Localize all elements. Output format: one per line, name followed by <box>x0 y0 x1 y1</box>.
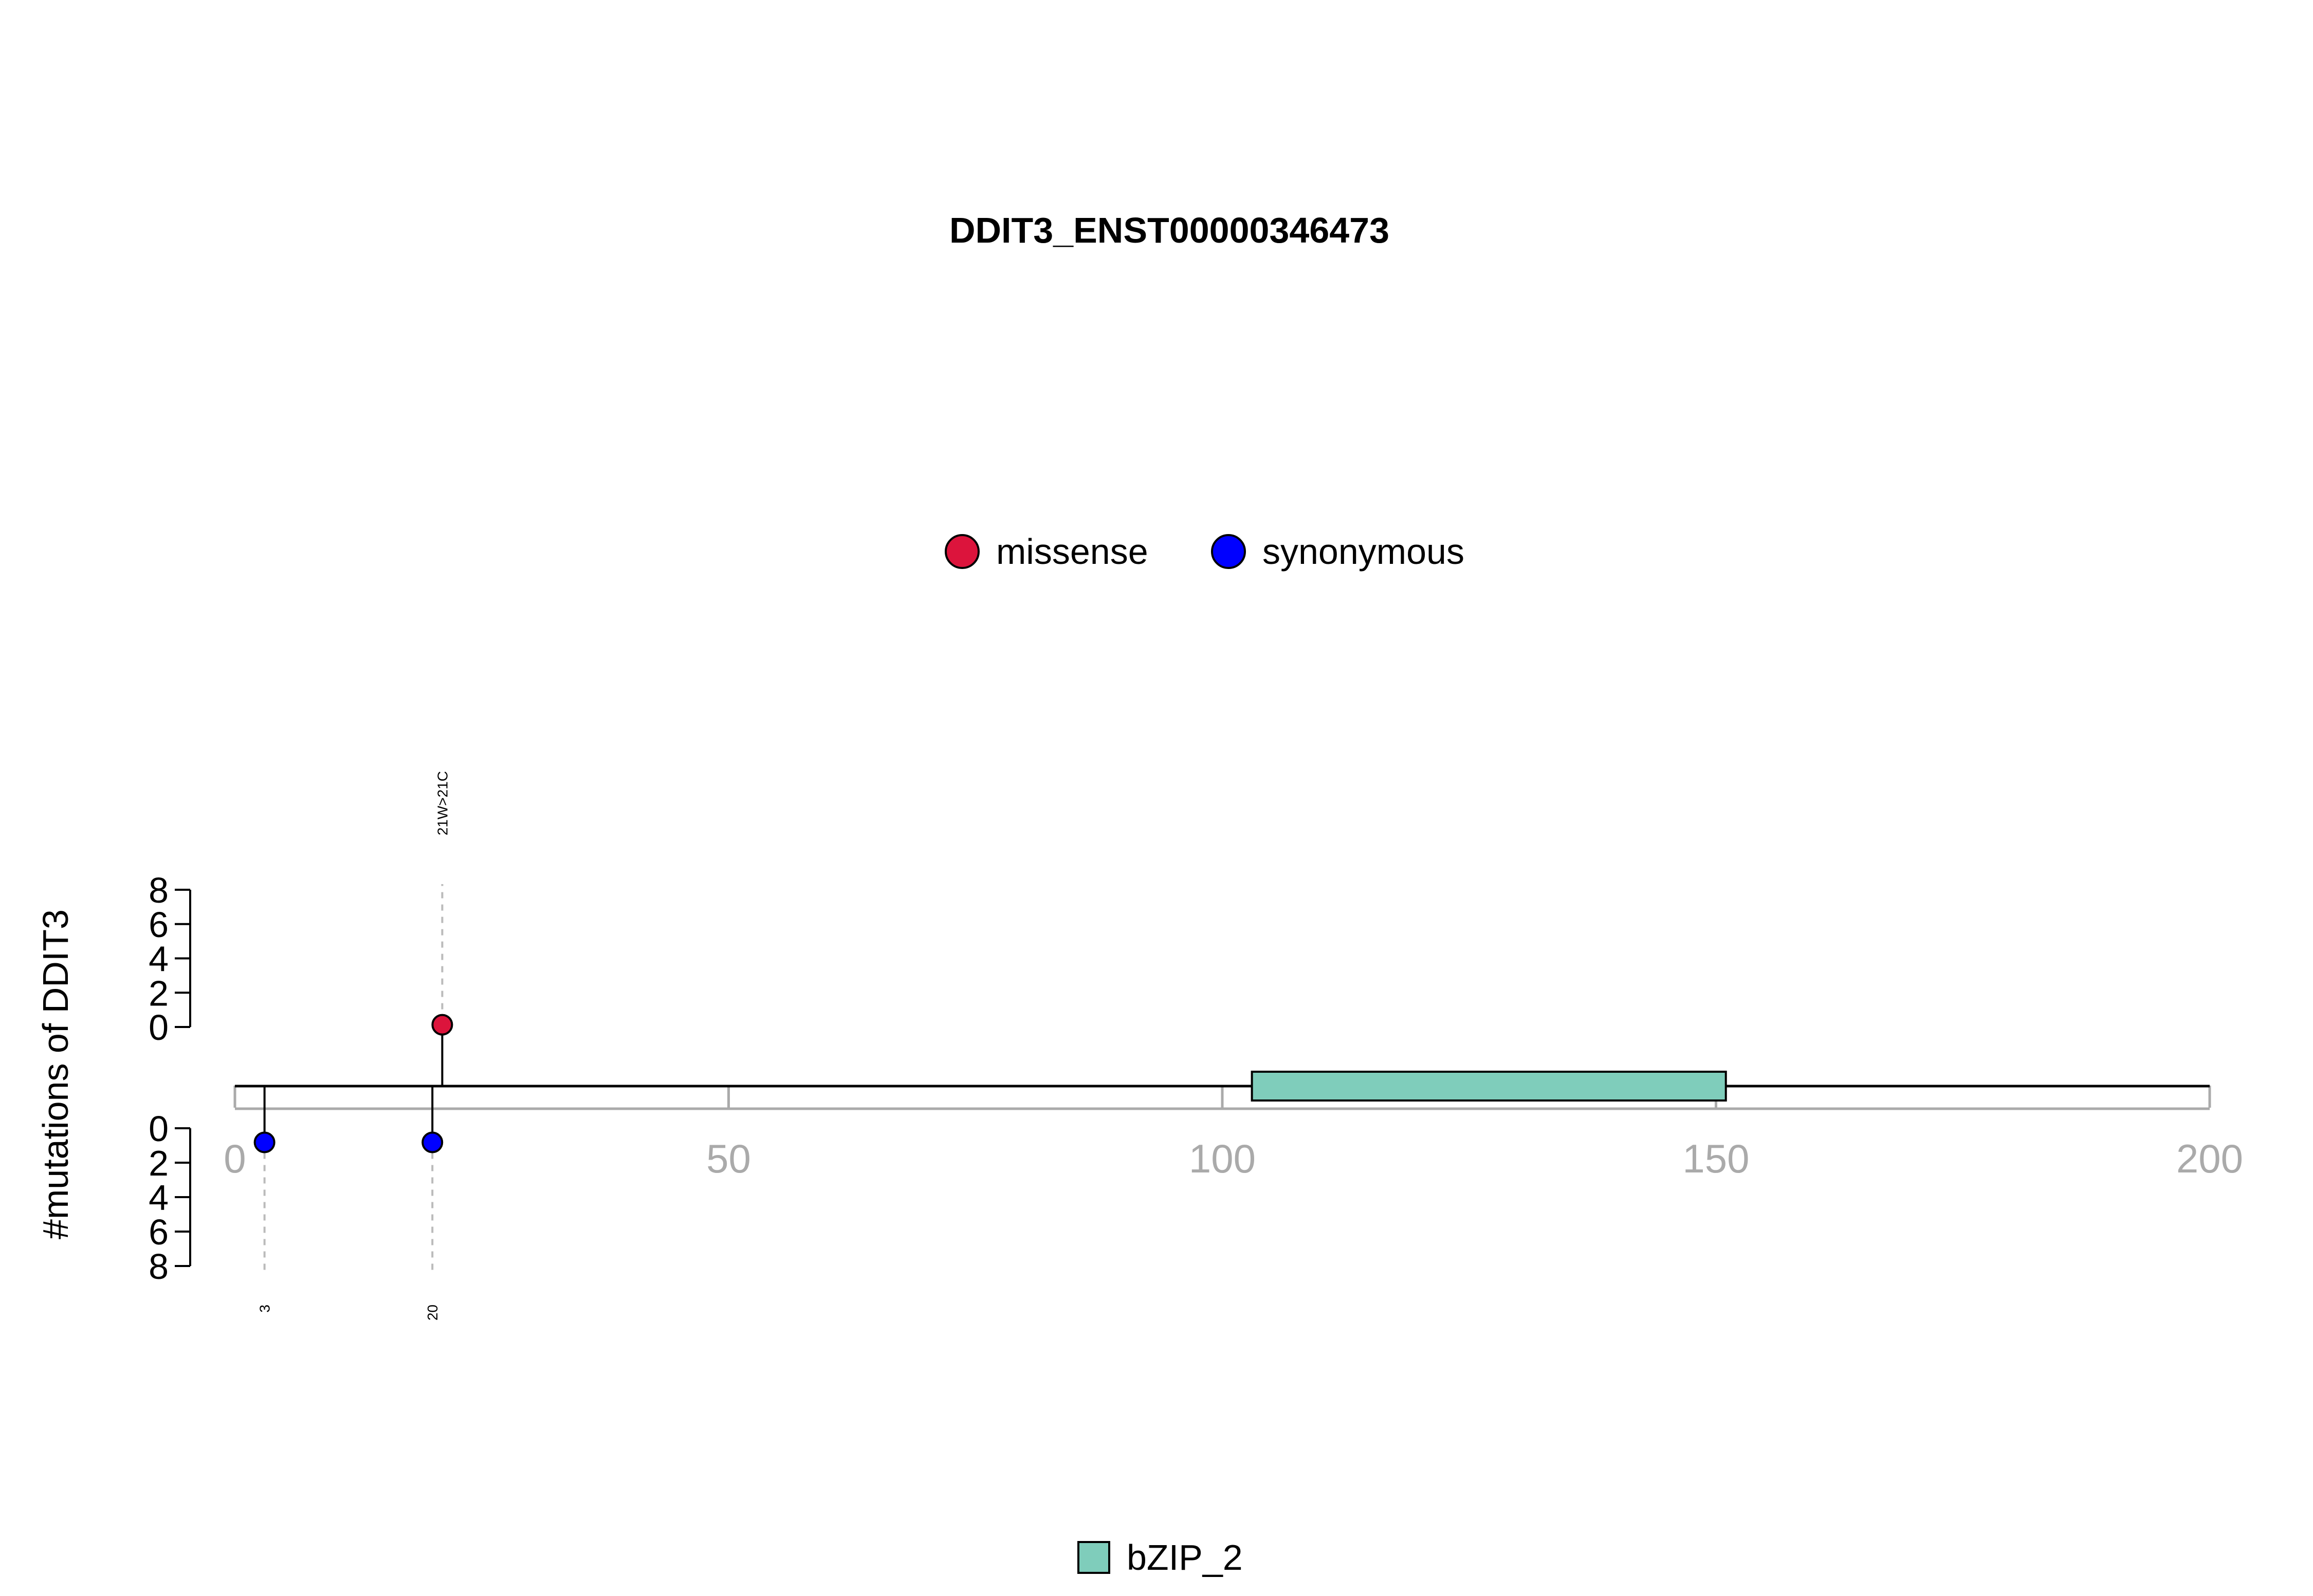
y-axis-label: #mutations of DDIT3 <box>35 909 76 1239</box>
x-tick-label: 150 <box>1682 1136 1749 1181</box>
mutation-type-legend: missense synonymous <box>946 531 1464 572</box>
legend-missense-swatch <box>946 535 979 568</box>
y-bottom-tick-label: 8 <box>149 1246 169 1287</box>
domain-bzip-2 <box>1252 1072 1726 1100</box>
legend-bzip2-swatch <box>1078 1542 1109 1573</box>
y-top-tick-label: 8 <box>149 870 169 910</box>
x-tick-label: 50 <box>706 1136 751 1181</box>
y-top-tick-label: 0 <box>149 1007 169 1048</box>
x-tick-label: 100 <box>1189 1136 1256 1181</box>
chart-title: DDIT3_ENST00000346473 <box>949 210 1389 250</box>
mutation-point-synonymous <box>423 1133 442 1152</box>
x-axis: 0 50 100 150 200 <box>224 1086 2243 1181</box>
protein-domains <box>1252 1072 1726 1100</box>
mutation-label: 21W>21C <box>434 771 450 835</box>
legend-bzip2-label: bZIP_2 <box>1127 1537 1243 1577</box>
mutation-label: 20 <box>425 1305 440 1320</box>
mutation-lollipops: 21W>21C 3 20 <box>255 771 452 1320</box>
y-top-tick-label: 6 <box>149 905 169 945</box>
legend-synonymous-label: synonymous <box>1262 531 1464 572</box>
legend-synonymous-swatch <box>1212 535 1245 568</box>
x-tick-label: 0 <box>224 1136 246 1181</box>
y-top-tick-label: 4 <box>149 939 169 979</box>
legend-missense-label: missense <box>996 531 1148 572</box>
y-top-tick-label: 2 <box>149 973 169 1013</box>
mutation-point-synonymous <box>255 1133 274 1152</box>
mutation-point-missense <box>432 1015 452 1035</box>
mutation-label: 3 <box>257 1305 273 1313</box>
domain-legend: bZIP_2 <box>1078 1537 1243 1577</box>
x-tick-label: 200 <box>2176 1136 2243 1181</box>
